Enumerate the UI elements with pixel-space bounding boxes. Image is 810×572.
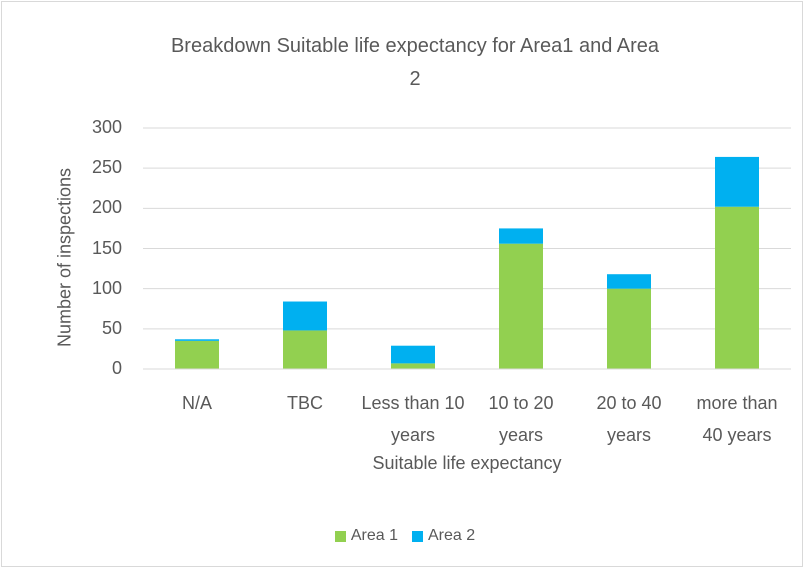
bar-segment	[499, 243, 543, 369]
bar-segment	[391, 345, 435, 364]
legend-label: Area 1	[350, 527, 398, 544]
y-tick-label: 0	[111, 358, 122, 378]
legend-item: Area 1	[334, 527, 398, 545]
chart-title: Breakdown Suitable life expectancy for A…	[170, 35, 660, 90]
legend-swatch	[412, 530, 423, 542]
bar-segment	[283, 330, 327, 369]
bar-segment	[175, 339, 219, 341]
bar-segment	[715, 156, 759, 207]
y-tick-label: 100	[91, 277, 122, 298]
bar-segment	[499, 228, 543, 244]
bar-segment	[391, 363, 435, 369]
x-tick-label: Less than 10 years	[361, 393, 465, 445]
bar-segment	[607, 288, 651, 369]
y-tick-label: 150	[91, 237, 122, 258]
legend-label: Area 2	[428, 527, 476, 544]
y-tick-label: 300	[91, 117, 122, 137]
x-tick-label: more than 40 years	[696, 393, 778, 445]
legend: Area 1 Area 2	[0, 527, 810, 545]
chart-frame	[1, 1, 803, 567]
bar-segment	[175, 340, 219, 369]
bar-segment	[715, 206, 759, 369]
x-tick-label: TBC	[287, 393, 323, 413]
x-tick-label: N/A	[181, 393, 212, 413]
bar-segment	[607, 274, 651, 289]
x-tick-label: 20 to 40 years	[596, 393, 662, 445]
legend-swatch	[334, 530, 346, 542]
y-tick-label: 250	[91, 157, 122, 178]
x-axis-title: Suitable life expectancy	[372, 453, 562, 473]
y-tick-label: 50	[101, 317, 122, 338]
legend-item: Area 2	[412, 527, 475, 545]
bar-segment	[283, 301, 327, 331]
x-tick-label: 10 to 20 years	[488, 393, 554, 445]
y-tick-label: 200	[91, 197, 122, 218]
